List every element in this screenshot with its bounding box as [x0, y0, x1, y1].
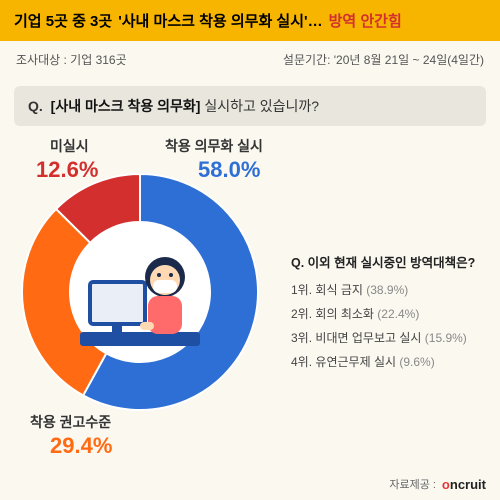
rank-pct: (15.9%)	[425, 331, 467, 345]
rank-num: 4위.	[291, 355, 312, 369]
credit-label: 자료제공 :	[389, 476, 436, 492]
value-none: 12.6%	[36, 156, 98, 184]
title-bar: 기업 5곳 중 3곳 '사내 마스크 착용 의무화 실시'… 방역 안간힘	[0, 0, 500, 41]
label-mandatory: 착용 의무화 실시	[165, 138, 263, 156]
center-illustration	[70, 222, 210, 362]
value-mandatory: 58.0%	[198, 156, 260, 184]
label-recommend-name: 착용 권고수준	[30, 414, 111, 432]
rank-text: 회의 최소화	[315, 307, 374, 321]
label-recommend-value: 29.4%	[50, 432, 112, 460]
side-question-title: Q. 이외 현재 실시중인 방역대책은?	[291, 252, 486, 271]
meta-row: 조사대상 : 기업 316곳 설문기간: '20년 8월 21일 ~ 24일(4…	[0, 41, 500, 80]
rank-list: 1위. 회식 금지 (38.9%) 2위. 회의 최소화 (22.4%) 3위. 비…	[291, 281, 486, 370]
logo-o: o	[442, 477, 450, 492]
chart-area: 미실시 12.6% 착용 의무화 실시 58.0% 착용 권고수준 29.4% …	[0, 132, 500, 472]
rank-item-3: 3위. 비대면 업무보고 실시 (15.9%)	[291, 329, 486, 346]
rank-text: 비대면 업무보고 실시	[315, 331, 421, 345]
rank-item-2: 2위. 회의 최소화 (22.4%)	[291, 305, 486, 322]
credit: 자료제공 : oncruit	[389, 476, 486, 492]
value-recommend: 29.4%	[50, 432, 112, 460]
rank-item-1: 1위. 회식 금지 (38.9%)	[291, 281, 486, 298]
rank-num: 1위.	[291, 283, 312, 297]
donut-chart	[20, 172, 260, 412]
rank-item-4: 4위. 유연근무제 실시 (9.6%)	[291, 353, 486, 370]
title-accent: 방역 안간힘	[329, 10, 402, 31]
rank-text: 유연근무제 실시	[315, 355, 396, 369]
rank-num: 3위.	[291, 331, 312, 345]
survey-period: 설문기간: '20년 8월 21일 ~ 24일(4일간)	[283, 51, 484, 68]
rank-text: 회식 금지	[315, 283, 363, 297]
question-box: Q. [사내 마스크 착용 의무화] 실시하고 있습니까?	[14, 86, 486, 126]
side-question: Q. 이외 현재 실시중인 방역대책은? 1위. 회식 금지 (38.9%) 2위…	[291, 252, 486, 377]
rank-pct: (38.9%)	[366, 283, 408, 297]
label-none-value: 12.6%	[36, 156, 98, 184]
label-none: 미실시	[50, 138, 89, 156]
person-at-desk-icon	[70, 222, 210, 362]
logo-rest: ncruit	[450, 477, 486, 492]
rank-pct: (22.4%)	[377, 307, 419, 321]
title-prefix: 기업 5곳 중 3곳	[14, 10, 112, 31]
label-recommend: 착용 권고수준	[30, 414, 111, 432]
logo: oncruit	[442, 477, 486, 492]
rank-num: 2위.	[291, 307, 312, 321]
label-mandatory-name: 착용 의무화 실시	[165, 138, 263, 156]
question-strong: [사내 마스크 착용 의무화]	[51, 98, 201, 114]
survey-target: 조사대상 : 기업 316곳	[16, 51, 127, 68]
label-mandatory-value: 58.0%	[198, 156, 260, 184]
question-prefix: Q.	[28, 98, 43, 114]
label-none-name: 미실시	[50, 138, 89, 156]
rank-pct: (9.6%)	[399, 355, 434, 369]
title-quote: '사내 마스크 착용 의무화 실시'…	[118, 10, 322, 31]
question-rest: 실시하고 있습니까?	[204, 98, 319, 114]
